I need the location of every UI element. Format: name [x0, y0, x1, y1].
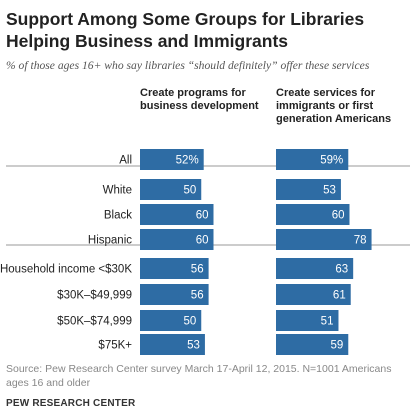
bar-1-5	[140, 258, 209, 279]
bar-1-1	[140, 149, 204, 170]
category-label: $50K–$74,999	[57, 316, 132, 328]
bar-value-label: 60	[332, 210, 345, 222]
series-header-1: Create programs for business development	[140, 87, 259, 112]
category-label: Black	[104, 210, 132, 222]
bar-2-2	[276, 179, 341, 200]
bar-value-label: 61	[333, 290, 346, 302]
bar-2-8	[276, 334, 349, 355]
bar-value-label: 59	[330, 340, 343, 352]
bar-2-4	[276, 229, 372, 250]
category-label: All	[119, 155, 132, 167]
bar-1-7	[140, 310, 202, 331]
bar-2-5	[276, 258, 354, 279]
bar-1-4	[140, 229, 214, 250]
bar-value-label: 53	[323, 185, 336, 197]
bar-value-label: 50	[183, 316, 196, 328]
bar-value-label: 50	[183, 185, 196, 197]
bar-value-label: 60	[196, 210, 209, 222]
bar-2-7	[276, 310, 339, 331]
bar-value-label: 52%	[176, 155, 199, 167]
bar-value-label: 56	[191, 264, 204, 276]
category-label: Household income <$30K	[0, 264, 132, 276]
source-note: Source: Pew Research Center survey March…	[6, 363, 392, 389]
category-label: White	[103, 185, 132, 197]
organization-label: PEW RESEARCH CENTER	[6, 398, 136, 409]
bar-2-1	[276, 149, 349, 170]
bar-value-label: 63	[335, 264, 348, 276]
bar-value-label: 60	[196, 235, 209, 247]
bar-value-label: 56	[191, 290, 204, 302]
bar-1-3	[140, 204, 214, 225]
bar-2-6	[276, 284, 351, 305]
bar-1-2	[140, 179, 202, 200]
bar-value-label: 53	[187, 340, 200, 352]
bar-2-3	[276, 204, 350, 225]
bar-1-6	[140, 284, 209, 305]
bar-1-8	[140, 334, 205, 355]
bar-value-label: 78	[354, 235, 367, 247]
category-label: Hispanic	[88, 235, 132, 247]
chart-subtitle: % of those ages 16+ who say libraries “s…	[6, 59, 370, 72]
bar-value-label: 51	[321, 316, 334, 328]
category-label: $30K–$49,999	[57, 290, 132, 302]
chart-title: Support Among Some Groups for Libraries …	[6, 9, 365, 51]
bar-value-label: 59%	[320, 155, 343, 167]
series-header-2: Create services for immigrants or first ge…	[276, 87, 391, 125]
category-label: $75K+	[98, 340, 132, 352]
